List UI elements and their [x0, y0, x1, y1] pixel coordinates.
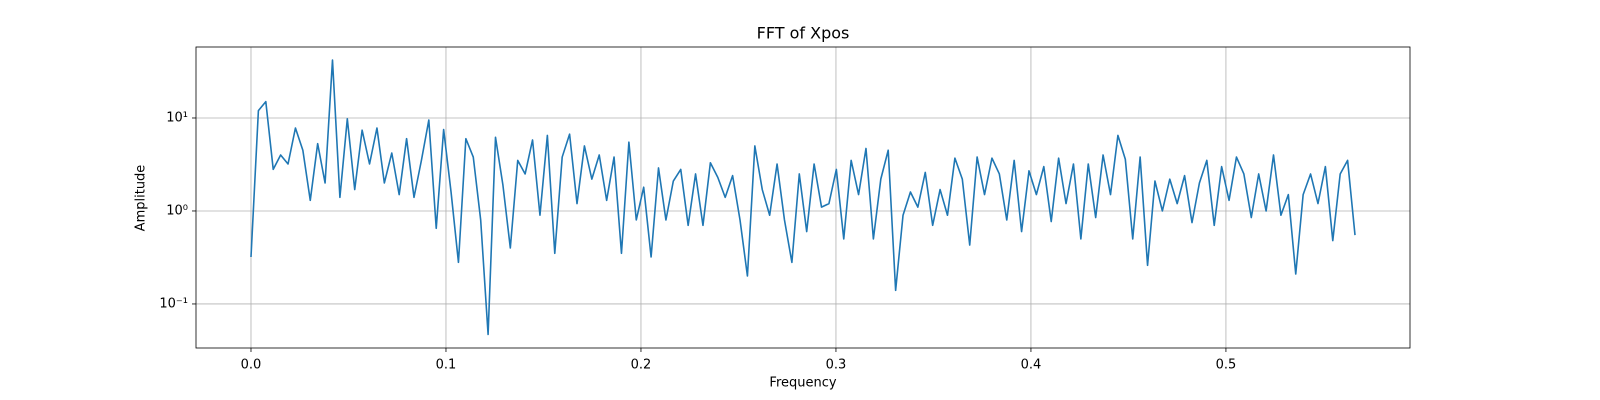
x-axis-label: Frequency: [769, 376, 836, 391]
x-tick-label: 0.2: [631, 358, 652, 373]
plot-frame: [195, 46, 1411, 349]
x-tick-label: 0.1: [436, 358, 457, 373]
chart-title: FFT of Xpos: [757, 24, 850, 43]
y-axis-label: Amplitude: [134, 165, 149, 232]
x-tick-label: 0.5: [1216, 358, 1237, 373]
data-line: [250, 59, 1356, 336]
y-tick-label: 10¹: [166, 110, 188, 125]
x-tick-label: 0.4: [1021, 358, 1042, 373]
x-tick-label: 0.3: [826, 358, 847, 373]
y-tick-label: 10⁻¹: [159, 296, 188, 311]
y-tick-label: 10⁰: [166, 203, 188, 218]
x-tick-label: 0.0: [241, 358, 262, 373]
